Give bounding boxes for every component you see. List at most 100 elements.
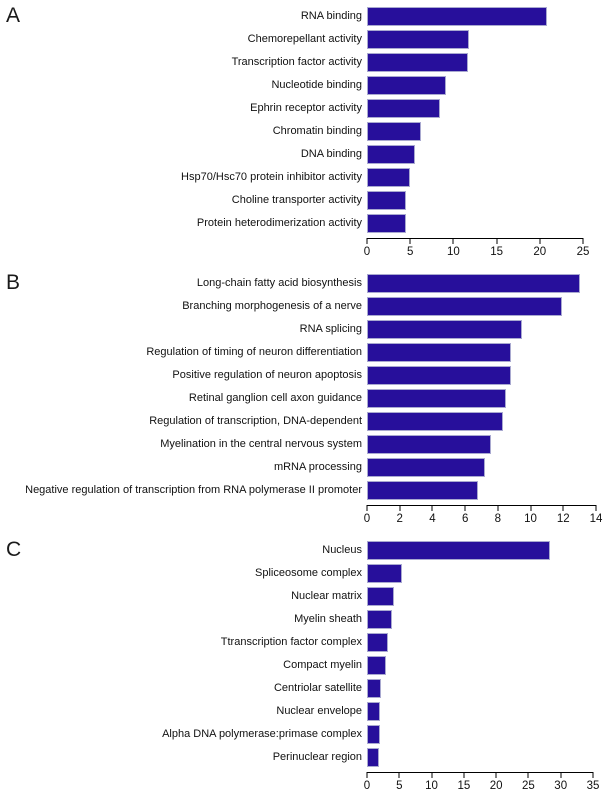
category-label: Regulation of timing of neuron different… [146,345,362,358]
panel-c: C Nucleus Spliceosome complex Nuclear matr… [0,534,604,800]
x-tick-label: 0 [363,246,371,258]
panel-b-label: B [6,271,21,294]
x-tick-label: 15 [457,780,471,792]
bar-row: Perinuclear region [0,746,604,769]
bar-row: Nucleotide binding [0,74,604,97]
category-label: Regulation of transcription, DNA-depende… [149,414,362,427]
category-label: Compact myelin [283,658,362,671]
x-tick-label: 5 [396,780,403,792]
bar [367,412,503,431]
bar [367,343,511,362]
category-label: Nucleotide binding [271,78,362,91]
bar [367,320,523,339]
bar [367,76,447,95]
bar-row: Alpha DNA polymerase:primase complex [0,723,604,746]
bar [367,297,562,316]
bar-track [367,168,583,187]
x-tick [560,772,562,778]
category-label: Transcription factor activity [231,55,362,68]
x-tick [399,505,401,511]
category-label: Protein heterodimerization activity [196,216,362,229]
bar-row: Regulation of timing of neuron different… [0,341,604,364]
bar [367,122,422,141]
x-tick-label: 14 [589,513,603,525]
x-tick [463,772,465,778]
category-label: Chromatin binding [272,124,362,137]
x-tick [592,772,594,778]
bar [367,366,511,385]
bar [367,145,416,164]
x-tick [464,505,466,511]
bar-row: Positive regulation of neuron apoptosis [0,364,604,387]
x-tick-label: 20 [489,780,503,792]
x-tick-label: 30 [554,780,568,792]
bar-track [367,214,583,233]
bar [367,30,469,49]
bar [367,435,492,454]
bar-track [367,481,596,500]
x-axis-row: 0 5 10 15 20 25 [0,235,604,267]
bar-track [367,53,583,72]
bar-chart-molecular-function: RNA binding Chemorepellant activity Transc… [0,5,604,267]
bar-track [367,541,593,560]
x-tick [366,505,368,511]
category-label: Retinal ganglion cell axon guidance [188,391,362,404]
x-tick [366,238,368,244]
category-label: Positive regulation of neuron apoptosis [172,368,362,381]
panel-c-label: C [6,538,22,561]
bar-row: Transcription factor activity [0,51,604,74]
bar [367,389,507,408]
x-tick [497,505,499,511]
x-axis-row: 0 2 4 6 8 10 12 14 [0,502,604,534]
category-label: Nuclear matrix [291,589,362,602]
bar-track [367,274,596,293]
bar [367,748,379,767]
x-tick-label: 4 [429,513,436,525]
bar-row: Nucleus [0,539,604,562]
bar-row: Myelination in the central nervous syste… [0,433,604,456]
x-tick-label: 20 [533,246,547,258]
bar-track [367,610,593,629]
x-tick-label: 5 [406,246,414,258]
x-tick-label: 0 [363,780,371,792]
x-tick [595,505,597,511]
bar-row: RNA splicing [0,318,604,341]
bar-row: DNA binding [0,143,604,166]
category-label: Choline transporter activity [231,193,362,206]
x-tick [398,772,400,778]
category-label: Chemorepellant activity [247,32,362,45]
x-tick-label: 15 [490,246,503,258]
bar-row: Retinal ganglion cell axon guidance [0,387,604,410]
bar-row: Protein heterodimerization activity [0,212,604,235]
category-label: Perinuclear region [272,750,362,763]
x-axis-line [367,505,596,506]
bar-row: Compact myelin [0,654,604,677]
bar-track [367,633,593,652]
bar [367,656,386,675]
category-label: mRNA processing [273,460,362,473]
x-tick-label: 35 [586,780,600,792]
category-label: Spliceosome complex [255,566,362,579]
panel-a-label: A [6,4,21,27]
bar [367,99,441,118]
bar [367,168,411,187]
x-tick-label: 12 [556,513,570,525]
bar-track [367,366,596,385]
bar-row: Myelin sheath [0,608,604,631]
bar-row: Choline transporter activity [0,189,604,212]
bar-track [367,587,593,606]
panel-a: A RNA binding Chemorepellant activity Tran… [0,0,604,267]
x-tick [530,505,532,511]
bar-track [367,412,596,431]
bar-row: Negative regulation of transcription fro… [0,479,604,502]
category-label: Centriolar satellite [273,681,362,694]
bar-chart-cellular-component: Nucleus Spliceosome complex Nuclear matrix… [0,539,604,800]
bar [367,53,469,72]
bar-row: Chromatin binding [0,120,604,143]
x-tick [539,238,541,244]
x-tick [562,505,564,511]
bar-chart-biological-process: Long-chain fatty acid biosynthesis Branch… [0,272,604,534]
panel-b: B Long-chain fatty acid biosynthesis Bran… [0,267,604,534]
x-tick [495,772,497,778]
category-label: Ttranscription factor complex [220,635,362,648]
